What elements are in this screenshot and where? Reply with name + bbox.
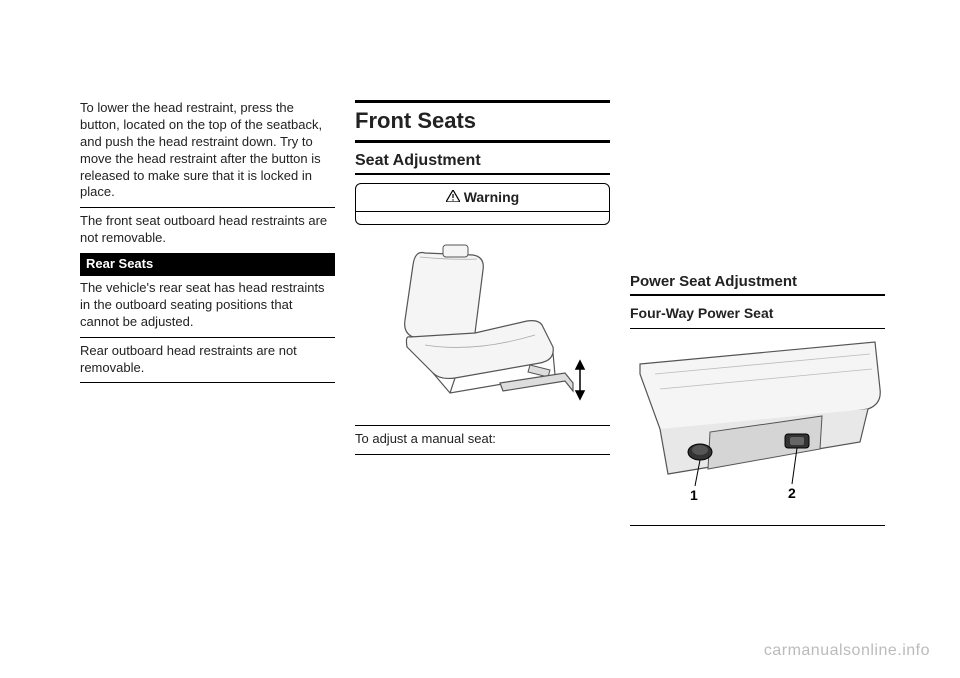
divider xyxy=(355,425,610,426)
callout-1: 1 xyxy=(690,487,698,503)
body-text: To lower the head restraint, press the b… xyxy=(80,100,335,201)
divider xyxy=(630,525,885,526)
column-left: To lower the head restraint, press the b… xyxy=(80,100,335,531)
divider xyxy=(80,382,335,383)
body-text: The vehicle's rear seat has head restrai… xyxy=(80,280,335,331)
divider xyxy=(355,454,610,455)
body-text: The front seat outboard head restraints … xyxy=(80,213,335,247)
rear-seats-heading: Rear Seats xyxy=(80,253,335,276)
body-text: Rear outboard head restraints are not re… xyxy=(80,343,335,377)
illustration-caption: To adjust a manual seat: xyxy=(355,431,610,448)
divider xyxy=(630,328,885,329)
warning-triangle-icon xyxy=(446,188,460,206)
watermark-text: carmanualsonline.info xyxy=(764,642,930,660)
front-seats-heading: Front Seats xyxy=(355,100,610,143)
seat-adjustment-heading: Seat Adjustment xyxy=(355,149,610,176)
column-middle: Front Seats Seat Adjustment Warning xyxy=(355,100,610,531)
four-way-heading: Four-Way Power Seat xyxy=(630,304,885,322)
manual-page: To lower the head restraint, press the b… xyxy=(0,0,960,571)
warning-label-text: Warning xyxy=(464,189,519,205)
warning-title: Warning xyxy=(356,188,609,211)
divider xyxy=(80,337,335,338)
power-seat-heading: Power Seat Adjustment xyxy=(630,270,885,296)
warning-callout: Warning xyxy=(355,183,610,224)
divider xyxy=(80,207,335,208)
power-seat-illustration: 1 2 xyxy=(630,334,885,509)
column-right: Power Seat Adjustment Four-Way Power Sea… xyxy=(630,100,885,531)
manual-seat-illustration xyxy=(355,235,610,410)
callout-2: 2 xyxy=(788,485,796,501)
